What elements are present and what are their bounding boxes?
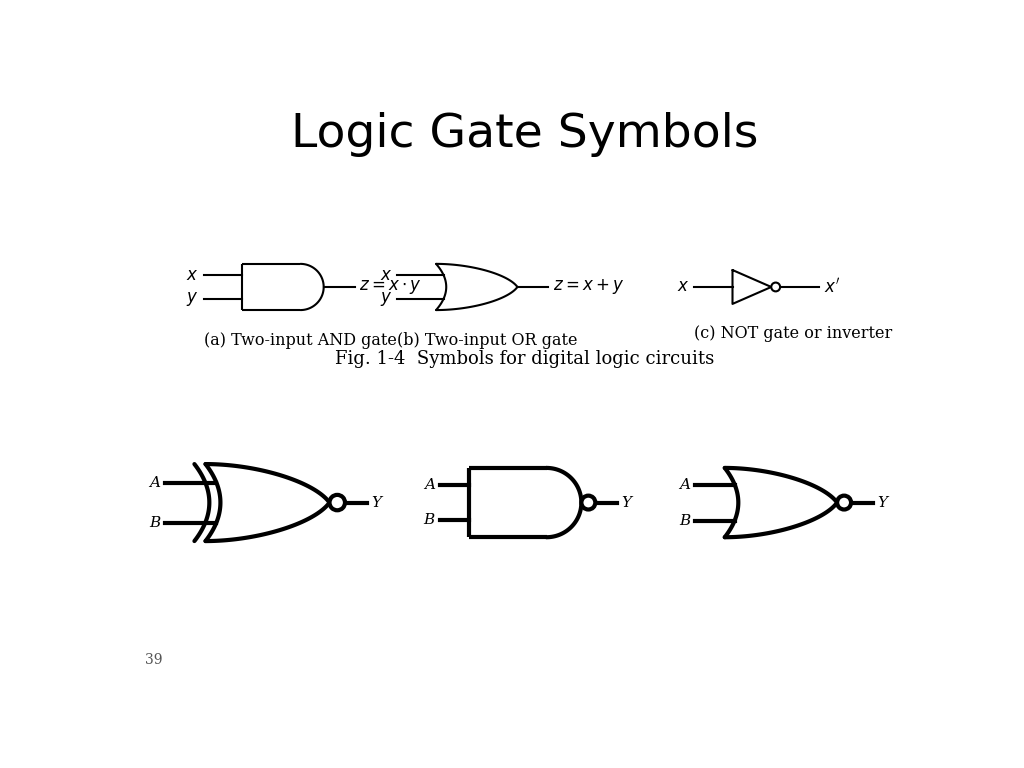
Text: 39: 39 <box>145 653 163 667</box>
Circle shape <box>771 283 780 291</box>
Text: $x'$: $x'$ <box>823 277 840 296</box>
Circle shape <box>330 495 345 510</box>
Text: B: B <box>424 513 435 527</box>
Text: $y$: $y$ <box>380 290 392 307</box>
Text: (b) Two-input OR gate: (b) Two-input OR gate <box>397 332 578 349</box>
Text: Y: Y <box>372 495 382 510</box>
Text: A: A <box>424 478 435 492</box>
Text: $x$: $x$ <box>186 267 199 284</box>
Text: B: B <box>679 514 690 528</box>
Text: Fig. 1-4  Symbols for digital logic circuits: Fig. 1-4 Symbols for digital logic circu… <box>335 349 715 368</box>
Text: A: A <box>680 478 690 492</box>
Text: A: A <box>150 475 161 489</box>
Text: (c) NOT gate or inverter: (c) NOT gate or inverter <box>693 326 892 343</box>
Circle shape <box>838 495 851 509</box>
Text: $x$: $x$ <box>380 267 392 284</box>
Text: Logic Gate Symbols: Logic Gate Symbols <box>291 112 759 157</box>
Text: $y$: $y$ <box>186 290 199 307</box>
Text: Y: Y <box>622 495 632 510</box>
Circle shape <box>582 495 595 509</box>
Text: (a) Two-input AND gate: (a) Two-input AND gate <box>204 332 396 349</box>
Text: $z = x \cdot y$: $z = x \cdot y$ <box>359 278 422 296</box>
Text: $x$: $x$ <box>677 279 689 296</box>
Text: Y: Y <box>878 495 888 510</box>
Text: $z = x + y$: $z = x + y$ <box>553 277 625 296</box>
Text: B: B <box>150 515 161 530</box>
